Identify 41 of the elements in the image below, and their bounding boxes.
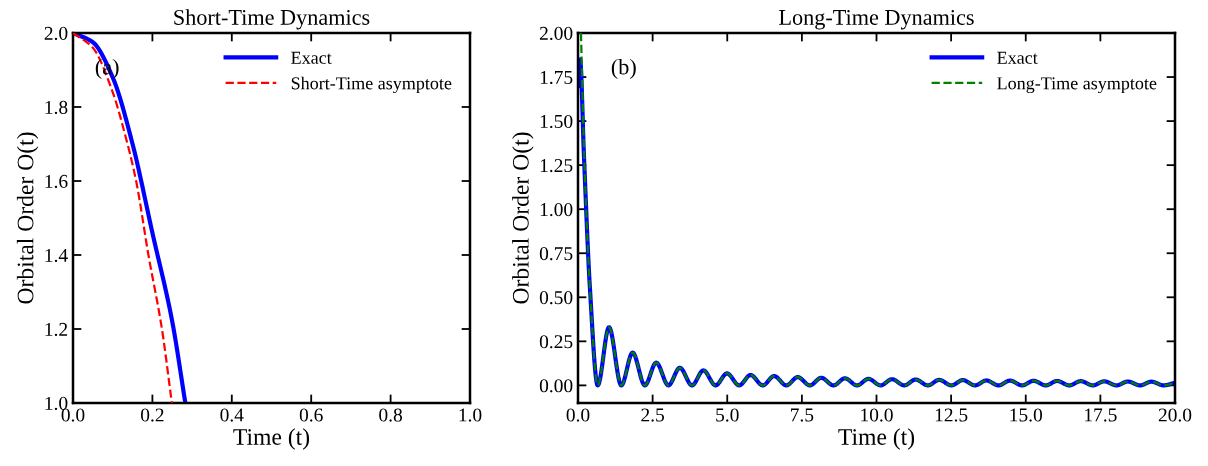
y-tick-label: 1.50 <box>540 114 573 129</box>
x-tick-label: 12.5 <box>935 408 968 422</box>
y-axis-title: Orbital Order O(t) <box>512 132 534 304</box>
legend-label: Long-Time asymptote <box>997 77 1157 94</box>
y-tick-label: 1.6 <box>45 174 68 189</box>
x-tick-label: 7.5 <box>791 408 814 422</box>
x-tick-label: 0.2 <box>140 408 164 422</box>
x-tick-label: 0.8 <box>379 408 403 422</box>
x-tick-label: 20.0 <box>1158 408 1192 422</box>
y-tick-label: 0.00 <box>539 379 573 393</box>
y-axis-title: Orbital Order O(t) <box>16 132 39 304</box>
y-tick-label: 1.2 <box>45 322 68 337</box>
y-tick-label: 1.00 <box>540 203 573 217</box>
y-tick-label: 0.25 <box>539 335 573 349</box>
x-tick-label: 5.0 <box>716 408 739 422</box>
chart-title: Short-Time Dynamics <box>174 9 370 30</box>
y-tick-label: 1.25 <box>540 159 573 173</box>
x-axis-title: Time (t) <box>233 428 310 450</box>
y-tick-label: 2.0 <box>44 26 68 41</box>
y-tick-label: 1.75 <box>540 70 573 85</box>
x-tick-label: 0.0 <box>61 408 85 422</box>
x-tick-label: 1.0 <box>459 408 482 422</box>
legend-label: Short-Time asymptote <box>291 76 452 94</box>
legend-label: Exact <box>291 51 332 64</box>
x-axis-title: Time (t) <box>838 428 915 450</box>
x-tick-label: 0.4 <box>220 408 244 422</box>
y-tick-label: 0.75 <box>539 247 573 261</box>
y-tick-label: 1.8 <box>45 100 68 115</box>
y-tick-label: 2.00 <box>539 26 573 41</box>
x-tick-label: 15.0 <box>1010 408 1043 422</box>
chart-title: Long-Time Dynamics <box>779 9 974 30</box>
y-tick-label: 1.0 <box>45 396 68 411</box>
x-tick-label: 0.0 <box>566 408 590 422</box>
x-tick-label: 0.6 <box>299 408 323 422</box>
x-tick-label: 17.5 <box>1085 408 1117 422</box>
x-tick-label: 10.0 <box>861 408 893 422</box>
y-tick-label: 0.50 <box>539 291 573 305</box>
y-tick-label: 1.4 <box>45 248 68 263</box>
legend-label: Exact <box>997 51 1038 64</box>
annotation: (b) <box>611 58 636 80</box>
x-tick-label: 2.5 <box>641 408 665 422</box>
